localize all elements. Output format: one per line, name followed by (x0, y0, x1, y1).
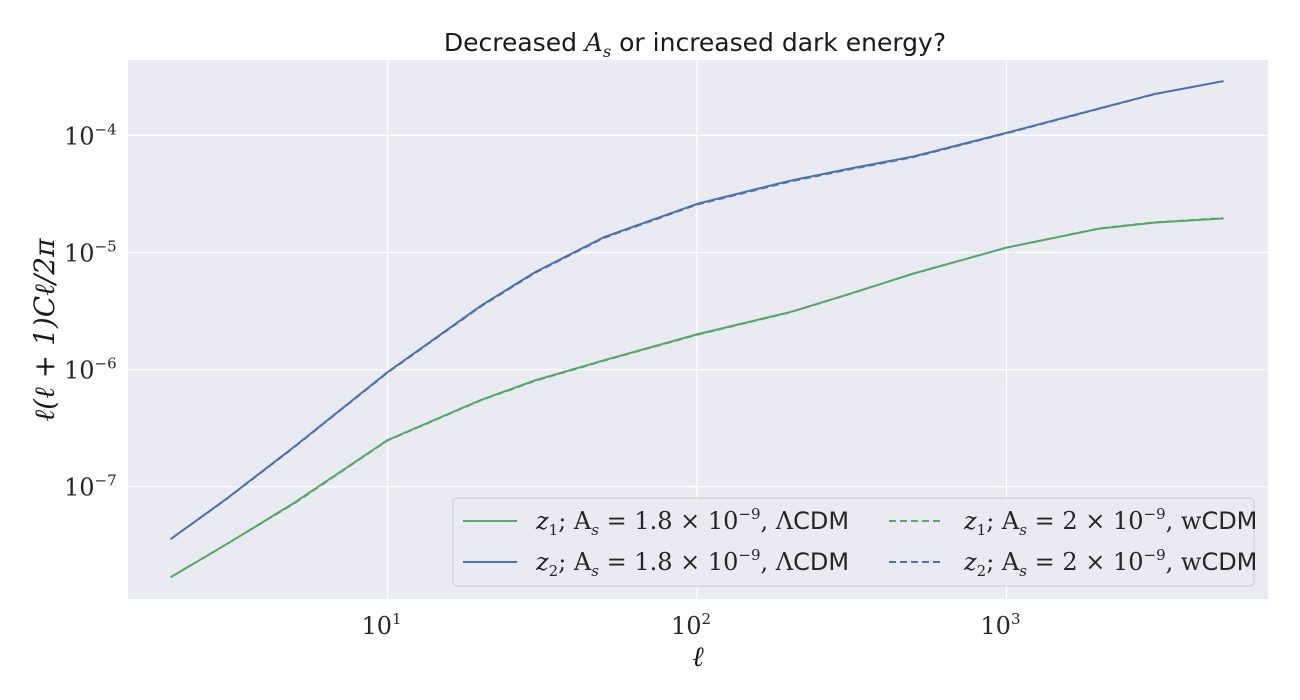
title-symbol: A (583, 28, 603, 57)
x-axis-label: ℓ (692, 640, 704, 673)
series-line-4 (170, 80, 1223, 540)
legend-label: z2; As = 1.8 × 10−9, ΛCDM (535, 546, 849, 580)
legend-item: z1; As = 1.8 × 10−9, ΛCDM (463, 505, 849, 539)
x-tick-label: 102 (671, 610, 711, 640)
series-layer (170, 80, 1224, 578)
tick-labels: 101 102 103 10−7 10−6 10−5 10−4 (64, 120, 1021, 640)
legend-label: z2; As = 2 × 10−9, wCDM (963, 546, 1257, 580)
y-tick-label: 10−5 (64, 237, 117, 267)
legend-item: z1; As = 2 × 10−9, wCDM (889, 505, 1257, 539)
legend-item: z2; As = 2 × 10−9, wCDM (889, 546, 1257, 580)
y-axis-label: ℓ(ℓ + 1)Cℓ/2π (28, 238, 61, 422)
title-symbol-subscript: s (603, 42, 611, 61)
y-tick-label: 10−4 (64, 120, 117, 150)
legend-label: z1; As = 2 × 10−9, wCDM (963, 505, 1257, 539)
y-tick-label: 10−6 (64, 355, 117, 385)
legend-box (452, 497, 1255, 587)
chart-title: Decreased As or increased dark energy? (444, 28, 946, 61)
x-tick-label: 101 (361, 610, 401, 640)
legend-item: z2; As = 1.8 × 10−9, ΛCDM (463, 546, 849, 580)
x-tick-label: 103 (980, 610, 1020, 640)
legend: z1; As = 1.8 × 10−9, ΛCDM z2; As = 1.8 × … (452, 497, 1257, 587)
legend-label: z1; As = 1.8 × 10−9, ΛCDM (535, 505, 849, 539)
y-tick-label: 10−7 (64, 472, 117, 502)
